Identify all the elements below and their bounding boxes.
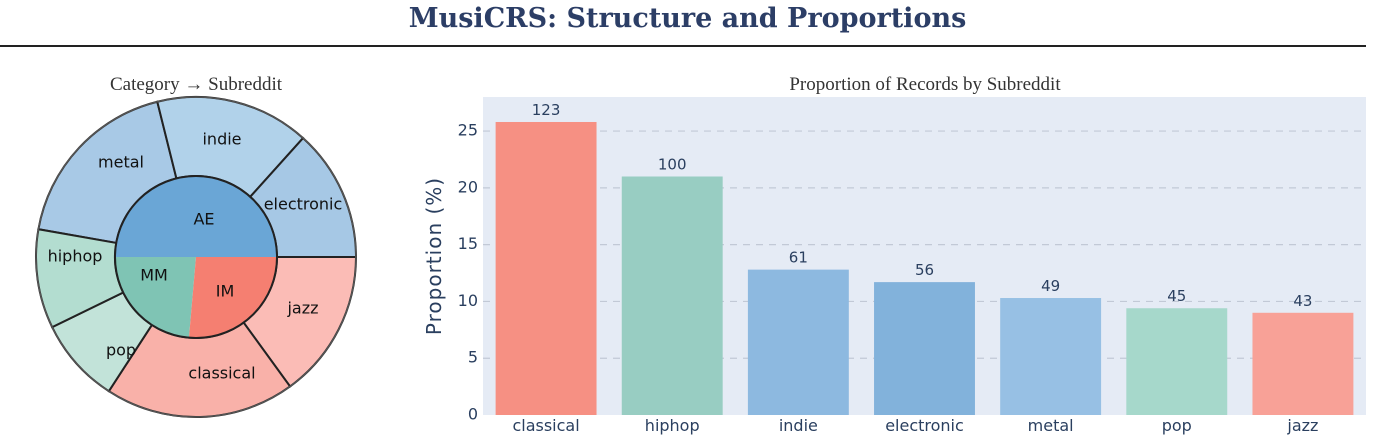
y-tick-label: 5 (468, 348, 478, 367)
sunburst-label-classical: classical (188, 364, 255, 383)
x-tick-label-jazz: jazz (1286, 416, 1318, 435)
y-tick-label: 15 (458, 234, 478, 253)
bar-electronic (874, 282, 975, 415)
sunburst-label-pop: pop (106, 341, 136, 360)
sunburst-category-label-im: IM (216, 282, 235, 301)
x-tick-label-indie: indie (779, 416, 818, 435)
y-tick-label: 0 (468, 405, 478, 424)
sunburst-label-jazz: jazz (286, 299, 318, 318)
y-axis-label: Proportion (%) (422, 177, 446, 335)
x-tick-label-hiphop: hiphop (645, 416, 700, 435)
bar-count-label-electronic: 56 (915, 261, 934, 279)
y-tick-label: 20 (458, 177, 478, 196)
x-tick-label-metal: metal (1028, 416, 1074, 435)
bar-count-label-hiphop: 100 (658, 156, 687, 174)
sunburst-category-label-mm: MM (140, 266, 168, 285)
sunburst-category-mm (115, 257, 196, 338)
bar-hiphop (621, 176, 723, 415)
x-tick-label-electronic: electronic (885, 416, 964, 435)
bar-jazz (1252, 312, 1354, 415)
bar-count-label-metal: 49 (1041, 277, 1060, 295)
sunburst-category-im (188, 257, 277, 338)
x-tick-label-classical: classical (512, 416, 579, 435)
title-divider (0, 45, 1366, 47)
sunburst-label-electronic: electronic (264, 195, 343, 214)
sunburst-category-label-ae: AE (193, 210, 214, 229)
sunburst-label-indie: indie (202, 130, 241, 149)
bar-pop (1126, 308, 1228, 415)
sunburst-category-ae (115, 176, 277, 257)
x-tick-label-pop: pop (1162, 416, 1192, 435)
bar-indie (747, 269, 849, 415)
bar-metal (1000, 298, 1102, 415)
sunburst-chart: Category → Subreddit metal indie electroni… (35, 74, 358, 418)
bar-chart: Proportion of Records by Subreddit 123 10… (422, 74, 1366, 435)
bar-count-label-indie: 61 (789, 249, 808, 267)
page-title: MusiCRS: Structure and Proportions (408, 3, 967, 34)
bar-count-label-jazz: 43 (1293, 292, 1312, 310)
y-tick-label: 25 (458, 121, 478, 140)
sunburst-label-metal: metal (98, 153, 144, 172)
y-tick-label: 10 (458, 291, 478, 310)
bar-classical (495, 121, 597, 415)
bar-count-label-pop: 45 (1167, 287, 1186, 305)
sunburst-title: Category → Subreddit (110, 74, 283, 95)
bar-count-label-classical: 123 (532, 101, 561, 119)
sunburst-outer-ring (35, 96, 357, 418)
sunburst-label-hiphop: hiphop (48, 247, 103, 266)
sunburst-inner-ring (114, 175, 278, 339)
bar-chart-title: Proportion of Records by Subreddit (789, 74, 1061, 95)
